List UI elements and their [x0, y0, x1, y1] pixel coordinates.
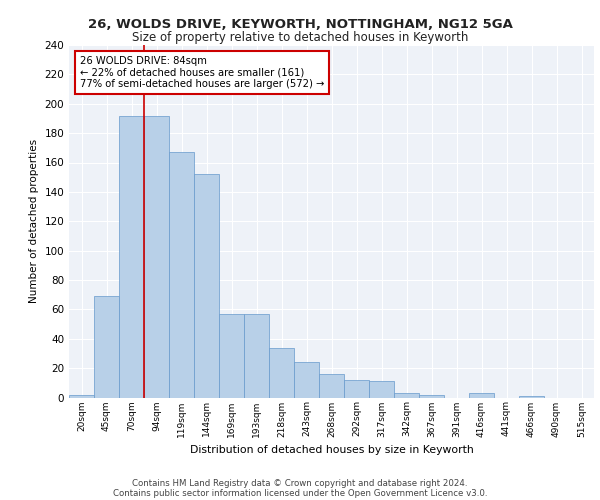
Bar	[244, 314, 269, 398]
Bar	[219, 314, 244, 398]
Bar	[144, 116, 169, 398]
Bar	[269, 348, 294, 398]
Text: Contains public sector information licensed under the Open Government Licence v3: Contains public sector information licen…	[113, 490, 487, 498]
Bar	[419, 394, 444, 398]
Text: Contains HM Land Registry data © Crown copyright and database right 2024.: Contains HM Land Registry data © Crown c…	[132, 480, 468, 488]
Text: 26, WOLDS DRIVE, KEYWORTH, NOTTINGHAM, NG12 5GA: 26, WOLDS DRIVE, KEYWORTH, NOTTINGHAM, N…	[88, 18, 512, 30]
Bar	[69, 394, 94, 398]
Bar	[469, 393, 494, 398]
Text: Size of property relative to detached houses in Keyworth: Size of property relative to detached ho…	[132, 31, 468, 44]
Text: 26 WOLDS DRIVE: 84sqm
← 22% of detached houses are smaller (161)
77% of semi-det: 26 WOLDS DRIVE: 84sqm ← 22% of detached …	[79, 56, 324, 89]
Bar	[394, 393, 419, 398]
Bar	[344, 380, 369, 398]
Bar	[519, 396, 544, 398]
Bar	[369, 382, 394, 398]
Bar	[169, 152, 194, 398]
Bar	[94, 296, 119, 398]
Bar	[194, 174, 219, 398]
X-axis label: Distribution of detached houses by size in Keyworth: Distribution of detached houses by size …	[190, 445, 473, 455]
Y-axis label: Number of detached properties: Number of detached properties	[29, 139, 39, 304]
Bar	[294, 362, 319, 398]
Bar	[119, 116, 144, 398]
Bar	[319, 374, 344, 398]
